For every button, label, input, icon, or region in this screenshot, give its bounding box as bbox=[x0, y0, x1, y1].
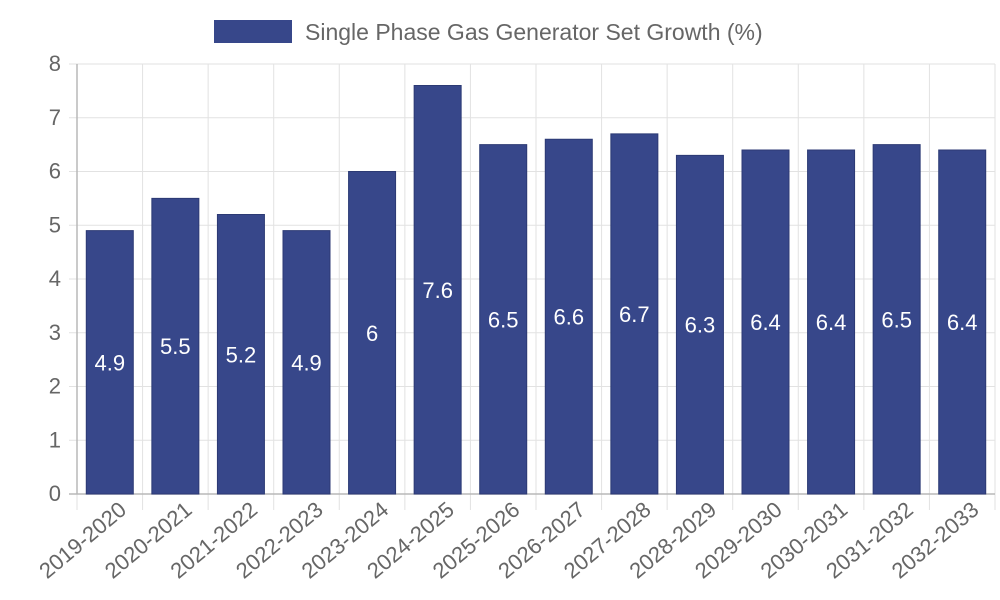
data-label: 6.3 bbox=[685, 313, 716, 338]
data-label: 6.6 bbox=[553, 305, 584, 330]
bar-2019-2020[interactable] bbox=[85, 230, 134, 495]
y-tick-label: 4 bbox=[49, 266, 61, 291]
y-tick-label: 2 bbox=[49, 374, 61, 399]
bar-2020-2021[interactable] bbox=[151, 197, 200, 495]
data-label: 5.2 bbox=[226, 342, 257, 367]
data-labels: 4.9 5.5 5.2 4.9 6 7.6 6.5 6.6 6.7 6.3 6.4 6.4 6.5 6.4 bbox=[94, 278, 977, 376]
data-label: 4.9 bbox=[291, 350, 322, 375]
bar-2024-2025[interactable] bbox=[413, 85, 462, 495]
data-label: 6.5 bbox=[488, 307, 519, 332]
y-tick-label: 0 bbox=[49, 481, 61, 506]
bar-2026-2027[interactable] bbox=[544, 138, 593, 495]
data-label: 6.4 bbox=[816, 310, 847, 335]
bars bbox=[85, 85, 987, 495]
y-tick-label: 1 bbox=[49, 427, 61, 452]
data-label: 5.5 bbox=[160, 334, 191, 359]
data-label: 6.7 bbox=[619, 302, 650, 327]
y-tick-label: 7 bbox=[49, 105, 61, 130]
bar-2023-2024[interactable] bbox=[348, 171, 397, 495]
bar-2022-2023[interactable] bbox=[282, 230, 331, 495]
y-tick-label: 5 bbox=[49, 212, 61, 237]
data-label: 6.4 bbox=[750, 310, 781, 335]
y-tick-label: 3 bbox=[49, 320, 61, 345]
data-label: 4.9 bbox=[94, 350, 125, 375]
bar-2030-2031[interactable] bbox=[807, 149, 856, 495]
bar-2027-2028[interactable] bbox=[610, 133, 659, 495]
legend-label: Single Phase Gas Generator Set Growth (%… bbox=[305, 19, 763, 45]
data-label: 6 bbox=[366, 321, 378, 346]
data-label: 7.6 bbox=[422, 278, 453, 303]
legend: Single Phase Gas Generator Set Growth (%… bbox=[214, 19, 763, 45]
data-label: 6.4 bbox=[947, 310, 978, 335]
bar-2029-2030[interactable] bbox=[741, 149, 790, 495]
grid-lines bbox=[69, 63, 996, 510]
y-tick-label: 6 bbox=[49, 159, 61, 184]
bar-2028-2029[interactable] bbox=[675, 154, 724, 495]
bar-2025-2026[interactable] bbox=[479, 144, 528, 495]
bar-2032-2033[interactable] bbox=[938, 149, 987, 495]
legend-swatch bbox=[214, 20, 292, 43]
bar-2021-2022[interactable] bbox=[216, 214, 265, 495]
bar-2031-2032[interactable] bbox=[872, 144, 921, 495]
data-label: 6.5 bbox=[881, 307, 912, 332]
y-tick-label: 8 bbox=[49, 51, 61, 76]
